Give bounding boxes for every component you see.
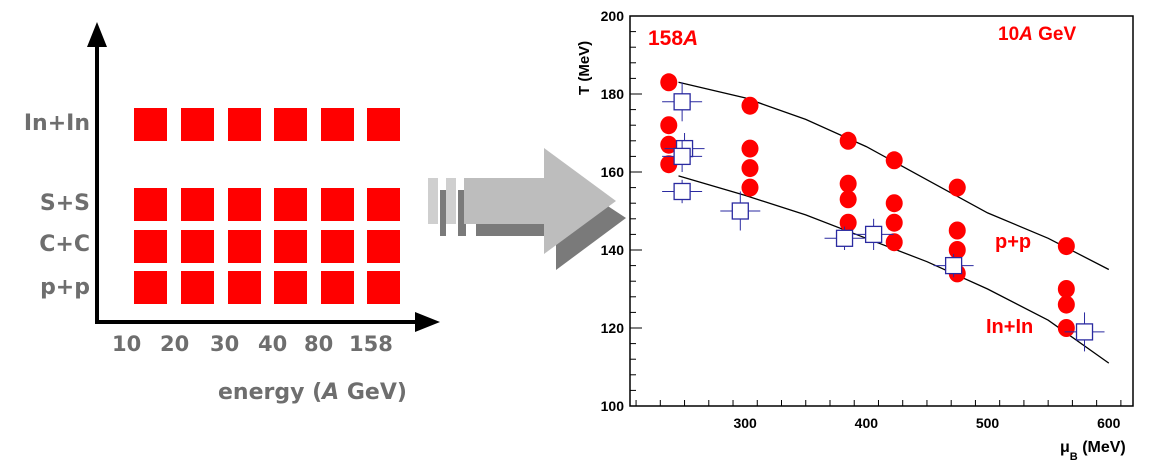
energy-tick-label: 158 — [349, 332, 393, 356]
data-point-circle — [741, 159, 759, 178]
annotation-158A: 158A — [648, 27, 698, 50]
system-energy-square — [181, 271, 214, 304]
system-energy-square — [321, 230, 354, 263]
data-point-circle — [1057, 295, 1075, 314]
energy-tick-label: 30 — [210, 332, 240, 356]
x-tick-label: 600 — [1097, 415, 1121, 431]
data-points — [660, 73, 1105, 352]
system-energy-square — [367, 230, 400, 263]
data-point-circle — [885, 213, 903, 232]
energy-axis-title: energy (A GeV) — [218, 380, 407, 405]
data-point-square — [673, 93, 691, 111]
energy-tick-label: 10 — [112, 332, 142, 356]
energy-tick-label: 20 — [160, 332, 190, 356]
data-point-square — [835, 229, 854, 247]
data-point-circle — [885, 233, 903, 252]
data-point-circle — [1057, 280, 1075, 298]
y-tick-label: 140 — [601, 242, 625, 258]
data-point-square — [673, 182, 691, 201]
data-point-circle — [839, 174, 857, 193]
system-energy-square — [181, 188, 214, 221]
system-label: C+C — [39, 232, 90, 257]
x-tick-label: 500 — [976, 415, 1000, 431]
system-energy-square — [367, 271, 400, 304]
data-point-square — [673, 147, 691, 166]
system-energy-square — [134, 108, 167, 141]
system-energy-square — [274, 188, 307, 221]
data-point-circle — [839, 213, 857, 232]
system-energy-square — [228, 108, 261, 141]
data-point-circle — [948, 178, 966, 197]
system-energy-square — [134, 230, 167, 263]
energy-tick-label: 80 — [304, 332, 334, 356]
system-energy-square — [181, 108, 214, 141]
system-energy-square — [367, 188, 400, 221]
data-point-circle — [948, 221, 966, 240]
schematic-y-axis-arrowhead — [87, 22, 107, 47]
data-point-circle — [1057, 237, 1075, 256]
freezeout-chart: 100 120 140 160 180 200 300 400 500 600 T (MeV) μ… — [576, 8, 1134, 463]
system-energy-square — [321, 188, 354, 221]
system-label: In+In — [23, 111, 90, 136]
system-energy-square — [367, 108, 400, 141]
system-energy-square — [228, 271, 261, 304]
schematic-x-axis-arrowhead — [415, 312, 440, 332]
data-point-circle — [660, 155, 678, 174]
data-point-circle — [885, 194, 903, 213]
schematic-axes — [87, 22, 440, 332]
y-tick-label: 100 — [601, 398, 625, 414]
system-energy-square — [274, 230, 307, 263]
data-point-circle — [1057, 319, 1075, 337]
systems-energy-schematic: In+In S+S C+C p+p 10 20 30 40 80 158 energy (A G… — [0, 0, 460, 467]
x-axis-title: μB (MeV) — [1060, 439, 1126, 463]
tick-labels: 100 120 140 160 180 200 300 400 500 600 — [601, 8, 1121, 431]
y-tick-label: 120 — [601, 320, 625, 336]
x-tick-label: 400 — [855, 415, 879, 431]
arrow-body — [428, 148, 616, 254]
energy-tick-label: 40 — [258, 332, 288, 356]
data-point-circle — [948, 241, 966, 259]
system-energy-square — [181, 230, 214, 263]
y-tick-label: 200 — [601, 8, 625, 24]
plot-frame — [629, 15, 1134, 407]
data-point-circle — [660, 135, 678, 154]
annotation-inin: In+In — [986, 316, 1033, 338]
system-energy-square — [228, 230, 261, 263]
data-point-circle — [839, 190, 857, 209]
data-point-square — [944, 256, 963, 275]
system-energy-square — [228, 188, 261, 221]
y-tick-label: 180 — [601, 86, 625, 102]
system-label: S+S — [39, 191, 90, 216]
transition-arrow — [428, 148, 626, 270]
y-axis-title: T (MeV) — [576, 41, 593, 95]
data-point-square — [864, 225, 883, 244]
y-tick-label: 160 — [601, 164, 625, 180]
annotation-pp: p+p — [995, 231, 1031, 253]
schematic-square-grid — [134, 108, 400, 304]
system-energy-square — [321, 108, 354, 141]
system-energy-square — [274, 271, 307, 304]
system-energy-square — [321, 271, 354, 304]
data-point-circle — [839, 131, 857, 150]
data-point-circle — [741, 178, 759, 197]
annotation-10A-GeV: 10A GeV — [998, 24, 1076, 45]
data-point-circle — [741, 139, 759, 158]
data-point-square — [731, 202, 749, 220]
data-point-circle — [741, 96, 759, 115]
data-point-square — [1075, 323, 1094, 341]
system-label: p+p — [40, 275, 90, 300]
system-energy-square — [134, 188, 167, 221]
system-energy-square — [134, 271, 167, 304]
data-point-circle — [885, 151, 903, 170]
data-point-circle — [660, 73, 678, 92]
data-point-circle — [660, 116, 678, 135]
system-energy-square — [274, 108, 307, 141]
x-tick-label: 300 — [733, 415, 757, 431]
axis-ticks — [630, 15, 1122, 407]
